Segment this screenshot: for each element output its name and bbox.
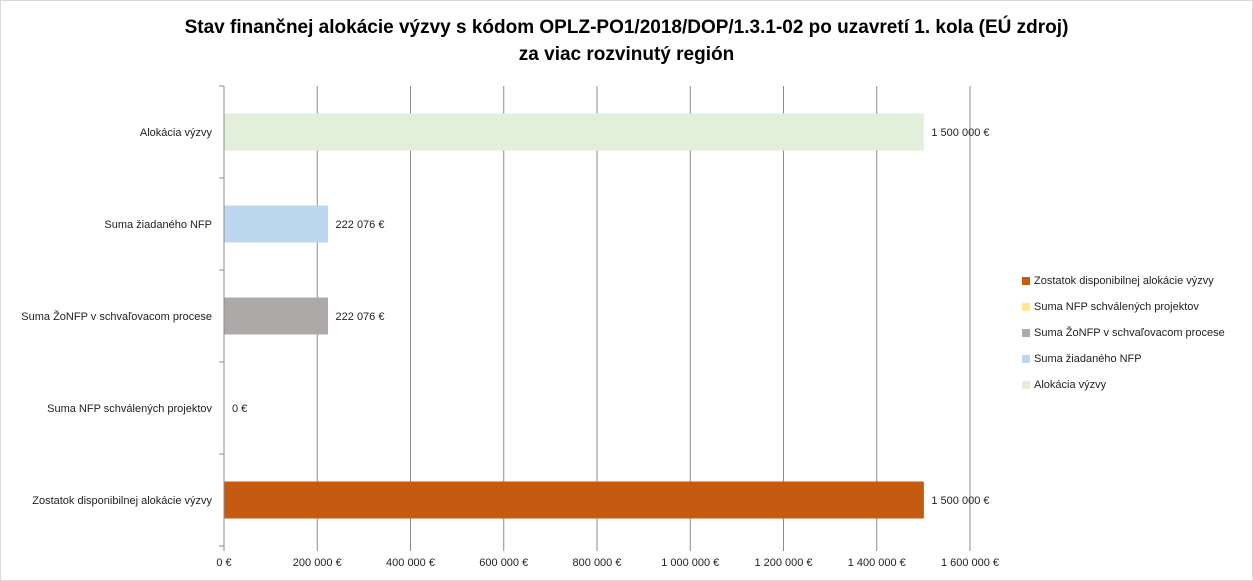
category-label: Suma NFP schválených projektov	[47, 403, 212, 415]
legend-swatch	[1022, 303, 1030, 311]
legend-swatch	[1022, 355, 1030, 363]
legend-label: Alokácia výzvy	[1034, 379, 1107, 391]
legend-item: Suma žiadaného NFP	[1022, 346, 1225, 372]
legend-swatch	[1022, 329, 1030, 337]
category-label: Zostatok disponibilnej alokácie výzvy	[32, 495, 212, 507]
x-tick-label: 800 000 €	[573, 557, 622, 569]
data-label: 1 500 000 €	[931, 495, 989, 507]
bar	[224, 297, 329, 335]
x-tick-label: 1 400 000 €	[848, 557, 906, 569]
x-tick-label: 1 600 000 €	[941, 557, 999, 569]
legend-item: Suma ŽoNFP v schvaľovacom procese	[1022, 320, 1225, 346]
bar	[224, 205, 329, 243]
legend-label: Suma NFP schválených projektov	[1034, 301, 1199, 313]
bar	[224, 113, 924, 151]
legend-item: Alokácia výzvy	[1022, 372, 1225, 398]
chart-legend: Zostatok disponibilnej alokácie výzvy Sum…	[1022, 268, 1225, 398]
data-label: 222 076 €	[336, 311, 385, 323]
bar	[224, 481, 924, 519]
x-tick-label: 600 000 €	[479, 557, 528, 569]
x-tick-label: 1 200 000 €	[754, 557, 812, 569]
legend-label: Suma ŽoNFP v schvaľovacom procese	[1034, 327, 1225, 339]
legend-swatch	[1022, 277, 1030, 285]
category-label: Suma ŽoNFP v schvaľovacom procese	[21, 310, 212, 323]
chart-subtitle: za viac rozvinutý región	[518, 44, 735, 65]
x-tick-label: 200 000 €	[293, 557, 342, 569]
x-tick-label: 1 000 000 €	[661, 557, 719, 569]
chart-title: Stav finančnej alokácie výzvy s kódom OP…	[184, 17, 1069, 38]
category-label: Suma žiadaného NFP	[104, 219, 212, 231]
data-label: 1 500 000 €	[931, 127, 989, 139]
legend-label: Suma žiadaného NFP	[1034, 353, 1142, 365]
data-label: 222 076 €	[336, 219, 385, 231]
legend-label: Zostatok disponibilnej alokácie výzvy	[1034, 275, 1214, 287]
x-tick-label: 0 €	[216, 557, 231, 569]
category-label: Alokácia výzvy	[140, 127, 213, 139]
data-label: 0 €	[232, 403, 247, 415]
legend-item: Suma NFP schválených projektov	[1022, 294, 1225, 320]
chart-title-block: Stav finančnej alokácie výzvy s kódom OP…	[0, 14, 1253, 68]
legend-item: Zostatok disponibilnej alokácie výzvy	[1022, 268, 1225, 294]
legend-swatch	[1022, 381, 1030, 389]
x-tick-label: 400 000 €	[386, 557, 435, 569]
